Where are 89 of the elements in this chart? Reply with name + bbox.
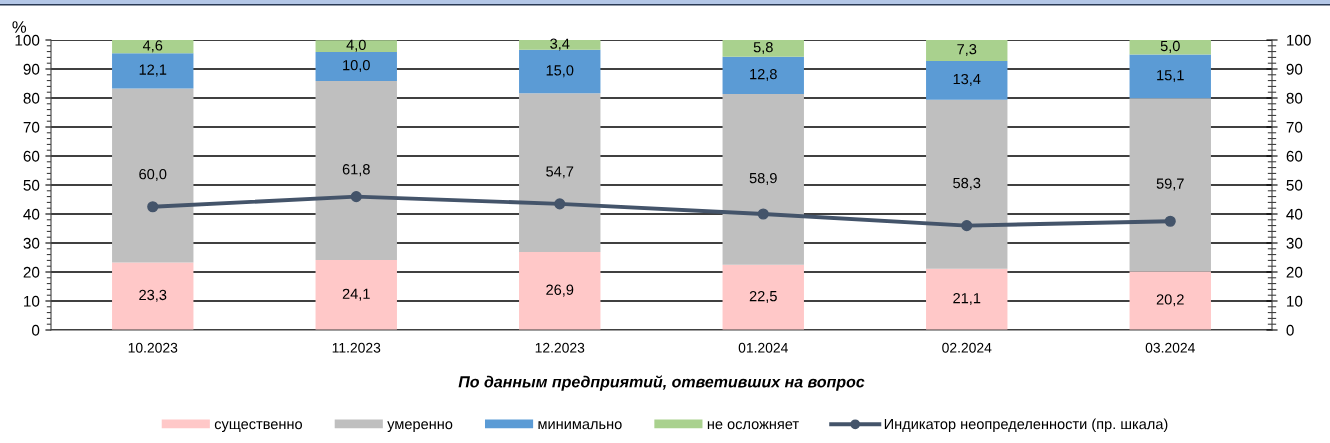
legend-label: Индикатор неопределенности (пр. шкала) (884, 418, 1168, 433)
data-label: 60,0 (139, 169, 167, 182)
y-tick-label: 40 (23, 208, 40, 220)
data-label: 4,6 (142, 40, 163, 53)
y2-tick-label: 70 (1286, 121, 1303, 133)
data-label: 59,7 (1156, 178, 1184, 191)
y-tick-label: 70 (23, 121, 40, 133)
data-label: 58,3 (953, 177, 981, 190)
bar (1129, 271, 1211, 330)
y2-tick-label: 80 (1286, 92, 1303, 104)
bar (1129, 98, 1211, 272)
bar (519, 40, 601, 50)
x-axis-title: По данным предприятий, ответивших на вопрос (458, 375, 865, 391)
data-label: 21,1 (953, 292, 981, 306)
x-tick-label: 10.2023 (128, 342, 178, 353)
data-label: 15,1 (1157, 70, 1184, 83)
bar (315, 80, 397, 261)
y-tick-label: 20 (23, 266, 40, 278)
y2-tick-label: 20 (1286, 266, 1303, 278)
y-tick-label: 60 (23, 150, 40, 162)
x-tick-label: 11.2023 (332, 342, 381, 353)
data-label: 5,0 (1160, 40, 1180, 53)
bar (519, 49, 601, 94)
data-label: 23,3 (139, 289, 167, 302)
x-tick-label: 03.2024 (1145, 342, 1195, 353)
bar (519, 251, 601, 330)
y2-tick-label: 0 (1286, 324, 1294, 336)
data-label: 13,4 (953, 73, 981, 86)
bar (722, 93, 804, 265)
legend-label: существенно (214, 421, 303, 433)
bar (926, 268, 1008, 330)
y-tick-label: 30 (23, 237, 40, 249)
data-label: 4,0 (346, 39, 366, 52)
y-tick-label: 10 (24, 295, 40, 307)
bar (112, 40, 194, 54)
bar (1129, 54, 1211, 99)
data-label: 15,0 (546, 65, 574, 78)
legend-label: умеренно (387, 421, 453, 433)
data-label: 5,8 (753, 42, 773, 55)
y2-tick-label: 10 (1287, 295, 1303, 307)
bar (112, 88, 194, 263)
bar (722, 56, 804, 94)
data-label: 61,8 (342, 164, 370, 177)
y-tick-label: 100 (15, 34, 40, 46)
y2-tick-label: 40 (1286, 208, 1303, 220)
x-tick-label: 01.2024 (738, 342, 788, 353)
point (350, 191, 362, 203)
bar (926, 60, 1008, 100)
y2-tick-label: 60 (1286, 150, 1303, 162)
data-label: 12,8 (750, 68, 777, 82)
bar (1129, 40, 1211, 55)
bar (722, 40, 804, 57)
y2-tick-label: 90 (1286, 63, 1303, 75)
x-tick-label: 12.2023 (535, 342, 585, 353)
bar (519, 93, 601, 252)
legend-label: минимально (538, 421, 622, 430)
data-label: 58,9 (749, 172, 777, 185)
data-label: 24,1 (342, 288, 370, 301)
y-tick-label: 90 (23, 63, 40, 75)
legend-label: не осложняет (707, 421, 799, 430)
point (757, 208, 769, 220)
bar (315, 40, 397, 52)
bar (926, 40, 1008, 61)
y2-tick-label: 100 (1287, 34, 1311, 46)
y-tick-label: 50 (23, 179, 40, 191)
y2-tick-label: 50 (1286, 179, 1303, 191)
data-label: 26,9 (546, 284, 574, 297)
bar (315, 260, 397, 330)
bar (315, 51, 397, 81)
x-tick-label: 02.2024 (942, 342, 992, 353)
y-axis-title: % (12, 21, 27, 33)
data-label: 22,5 (749, 290, 777, 304)
bar (722, 264, 804, 330)
data-label: 20,2 (1156, 294, 1184, 307)
bar (112, 53, 194, 89)
data-label: 3,4 (550, 38, 570, 51)
y-tick-label: 80 (23, 92, 40, 104)
bar (926, 99, 1008, 269)
data-label: 7,3 (957, 44, 977, 57)
point (1164, 215, 1176, 227)
data-label: 12,1 (139, 64, 167, 77)
bar (112, 262, 194, 330)
y2-tick-label: 30 (1286, 237, 1303, 249)
point (147, 201, 159, 213)
point (961, 220, 973, 232)
point (554, 198, 566, 210)
y-tick-label: 0 (31, 324, 40, 336)
data-label: 54,7 (546, 166, 574, 179)
data-label: 10,0 (343, 59, 370, 73)
